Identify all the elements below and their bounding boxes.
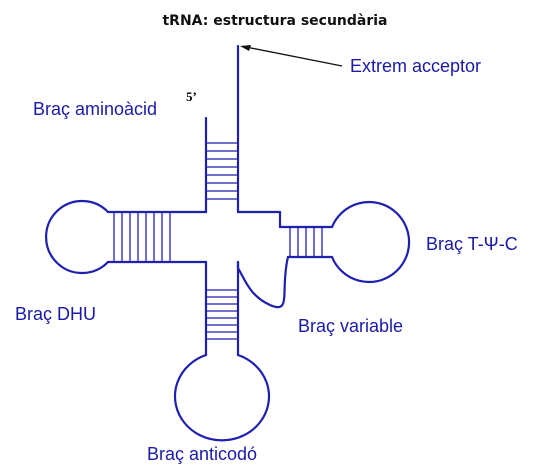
arrow-line [245, 46, 343, 67]
t-stem-pairs [289, 227, 323, 257]
anticodon-loop [173, 353, 271, 442]
dhu-stem-pairs [113, 212, 171, 262]
label-t-psi-c-arm: Braç T-Ψ-C [426, 234, 518, 254]
label-acceptor-end: Extrem acceptor [350, 56, 481, 76]
t-psi-c-loop [330, 200, 411, 284]
label-five-prime: 5’ [186, 89, 197, 104]
dhu-loop [45, 199, 110, 275]
arrow-head-icon [240, 45, 251, 51]
diagram-title: tRNA: estructura secundària [162, 13, 387, 29]
label-amino-arm: Braç aminoàcid [33, 99, 157, 119]
label-anticodon-arm: Braç anticodó [147, 444, 257, 464]
label-dhu-arm: Braç DHU [15, 304, 96, 324]
acceptor-stem-pairs [206, 142, 238, 200]
variable-loop [236, 255, 290, 309]
anticodon-stem-pairs [206, 289, 238, 340]
label-variable-arm: Braç variable [298, 316, 403, 336]
acceptor-pointer-arrow [240, 45, 343, 67]
